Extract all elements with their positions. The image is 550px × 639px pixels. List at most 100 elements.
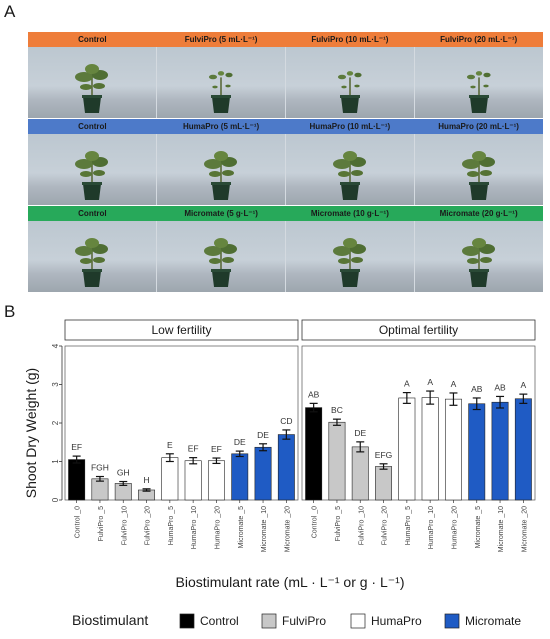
significance-letter: H [143,475,149,485]
x-tick-label: Micromate _5 [475,506,482,549]
row-header-cell: FulviPro (20 mL·L⁻¹) [440,35,518,44]
x-tick-label: FulviPro _10 [358,506,365,545]
plant-photo [415,47,543,118]
legend-label: FulviPro [282,614,326,628]
significance-letter: AB [471,384,483,394]
plant-foliage [204,238,237,273]
x-tick-label: FulviPro _20 [145,506,152,545]
y-tick-label: 0 [51,497,60,502]
significance-letter: CD [280,416,292,426]
plant-pot [470,184,488,200]
legend-swatch [261,613,277,629]
plant-pot [341,271,359,287]
y-tick-label: 1 [51,459,60,464]
row-header-cell: HumaPro (5 mL·L⁻¹) [183,122,260,131]
micromate-photo-row: Control Micromate (5 g·L⁻¹) Micromate (1… [28,206,543,292]
significance-letter: A [427,377,433,387]
x-tick-label: HumaPro _20 [451,506,458,549]
plant-pot [83,271,101,287]
bar [91,478,109,501]
x-tick-label: Micromate _20 [284,506,291,552]
significance-letter: E [167,440,173,450]
plant-pot [212,184,230,200]
panel-b-letter: B [4,302,16,321]
y-tick-label: 4 [51,343,60,348]
x-tick-label: HumaPro _10 [191,506,198,549]
y-tick-label: 3 [51,382,60,387]
plant-photo [28,134,157,205]
y-tick-label: 2 [51,420,60,425]
x-tick-label: FulviPro _5 [335,506,342,542]
plant-foliage [204,151,237,186]
bar [468,403,486,501]
significance-letter: BC [331,405,343,415]
plant-photo [157,221,286,292]
plant-photo [157,47,286,118]
x-tick-label: Micromate _5 [238,506,245,549]
plant-photo [286,134,415,205]
plant-pot [470,97,488,113]
plant-pot [83,184,101,200]
legend-label: Control [200,614,239,628]
bar [161,457,179,501]
bar [207,460,225,501]
significance-letter: AB [494,382,506,392]
legend-swatch [179,613,195,629]
row-header-cell: Control [78,35,107,44]
legend-label: Micromate [465,614,521,628]
bar [328,421,346,501]
plant-pot [212,271,230,287]
x-tick-label: FulviPro _10 [121,506,128,545]
row-header-cell: Micromate (10 g·L⁻¹) [310,209,389,218]
significance-letter: DE [234,437,246,447]
micromate-row-header: Control Micromate (5 g·L⁻¹) Micromate (1… [28,206,543,221]
row-header-cell: FulviPro (5 mL·L⁻¹) [184,35,258,44]
row-header-cell: Micromate (20 g·L⁻¹) [439,209,518,218]
x-tick-label: Control _0 [312,506,319,538]
plant-foliage [208,71,233,99]
y-axis-title: Shoot Dry Weight (g) [23,368,39,498]
facet-strip [301,319,536,341]
significance-letter: A [521,380,527,390]
facet-title: Low fertility [151,323,211,337]
significance-letter: AB [308,389,320,399]
plant-foliage [75,151,108,186]
legend-label: HumaPro [371,614,422,628]
bar [351,446,369,501]
significance-letter: EF [211,444,222,454]
x-tick-label: FulviPro _5 [98,506,105,542]
fulvipro-row-header: Control FulviPro (5 mL·L⁻¹) FulviPro (10… [28,32,543,47]
plant-foliage [75,238,108,273]
bar [421,397,439,501]
humapro-row-photos [28,134,543,205]
micromate-row-photos [28,221,543,292]
x-tick-label: HumaPro _5 [405,506,412,545]
significance-letter: DE [257,430,269,440]
plant-photo [415,221,543,292]
fulvipro-row-photos [28,47,543,118]
facet-strip [64,319,299,341]
bar [375,466,393,501]
row-header-cell: Micromate (5 g·L⁻¹) [184,209,258,218]
facet-title: Optimal fertility [379,323,458,337]
plant-photo [415,134,543,205]
bar [184,460,202,501]
row-header-cell: Control [78,122,107,131]
x-tick-label: HumaPro _20 [214,506,221,549]
x-tick-label: Control _0 [75,506,82,538]
facet-panel [301,345,536,501]
facet-panel [64,345,299,501]
plant-pot [83,97,101,113]
significance-letter: GH [117,468,130,478]
shoot-dry-weight-chart: 0 1 2 3 4 Shoot Dry Weight (g) Low fertility EF… [0,310,550,634]
bar [305,407,323,501]
row-header-cell: HumaPro (20 mL·L⁻¹) [438,122,519,131]
plant-foliage [466,71,491,99]
significance-letter: EF [188,444,199,454]
humapro-photo-row: Control HumaPro (5 mL·L⁻¹) HumaPro (10 m… [28,119,543,205]
significance-letter: EF [71,442,82,452]
legend-swatch [444,613,460,629]
bar [398,397,416,501]
x-tick-label: FulviPro _20 [382,506,389,545]
panel-a-letter: A [4,2,16,21]
